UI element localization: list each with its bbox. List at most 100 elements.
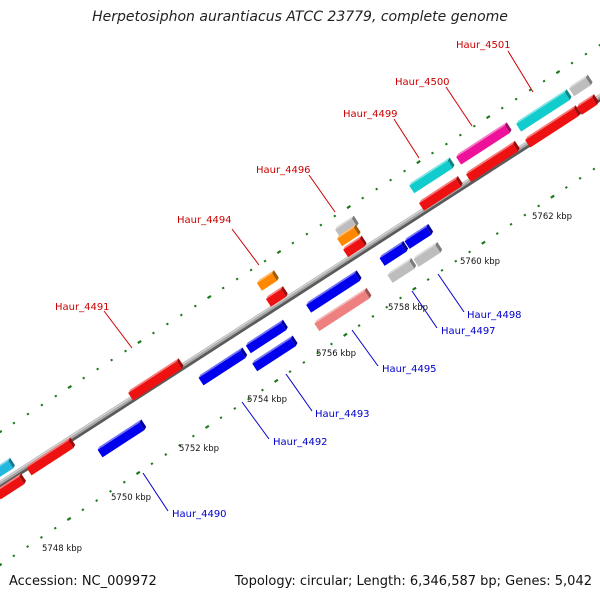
gene-features: [0, 74, 599, 500]
gene-top-face: [306, 270, 357, 305]
gene-end-face: [353, 224, 361, 236]
gene-unlabeled-cyan-edge: [0, 457, 15, 477]
tick-mark: [219, 416, 223, 420]
gene-top-face: [577, 94, 594, 108]
gene-end-face: [401, 240, 409, 252]
gene-front-face: [337, 227, 359, 247]
scale-label-3: 5754 kbp: [247, 395, 287, 405]
tick-mark: [235, 277, 239, 281]
gene-front-face: [128, 361, 182, 401]
tick-mark: [523, 213, 527, 217]
tick-mark: [584, 52, 588, 56]
tick-mark: [291, 241, 295, 245]
tick-mark: [440, 268, 444, 272]
gene-front-face: [387, 261, 415, 283]
haur-4498-label: Haur_4498: [467, 310, 522, 321]
tick-mark: [151, 331, 155, 335]
gene-top-face: [314, 287, 367, 324]
tick-mark: [204, 424, 210, 429]
tick-mark: [193, 304, 197, 308]
gene-front-face: [343, 238, 365, 258]
tick-mark: [444, 142, 448, 146]
tick-mark: [40, 403, 44, 407]
gene-top-face: [569, 74, 588, 89]
tick-mark: [550, 194, 555, 199]
gene-front-face: [516, 92, 570, 132]
tick-mark: [472, 124, 476, 128]
tick-mark: [454, 259, 458, 263]
haur-4498-leader: [437, 273, 465, 313]
tick-mark: [537, 204, 541, 208]
gene-top-face: [26, 437, 71, 468]
tick-mark: [233, 407, 237, 410]
gene-unlabeled-grey-b: [413, 241, 443, 267]
haur-4496-leader: [308, 174, 336, 213]
haur-4493-leader: [285, 373, 313, 412]
haur-4499-label: Haur_4499: [343, 109, 398, 120]
gene-top-face: [252, 335, 293, 364]
haur-4495-leader: [351, 329, 379, 367]
haur-4499-leader: [393, 118, 420, 159]
gene-end-face: [359, 235, 367, 247]
gene-top-face: [257, 270, 274, 284]
tick-mark: [578, 176, 582, 180]
tick-mark: [564, 186, 568, 189]
tick-mark: [53, 526, 57, 530]
gene-end-face: [176, 358, 184, 369]
gene-unlabeled-red-e: [525, 105, 581, 148]
tick-mark: [276, 250, 282, 255]
tick-mark: [385, 305, 389, 309]
gene-front-face: [409, 160, 453, 194]
gene-front-face: [252, 338, 296, 372]
tick-mark: [468, 250, 472, 254]
gene-haur-4494: [257, 270, 279, 291]
tick-mark: [485, 115, 491, 120]
tick-mark: [570, 61, 574, 65]
gene-front-face: [0, 476, 25, 500]
gene-front-face: [0, 460, 14, 477]
scale-label-1: 5750 kbp: [111, 493, 151, 503]
upper-tick-row: [0, 43, 600, 434]
tick-mark: [481, 240, 486, 245]
gene-front-face: [404, 227, 432, 249]
gene-end-face: [573, 105, 581, 116]
gene-end-face: [19, 473, 26, 485]
tick-mark: [54, 394, 58, 398]
gene-front-face: [413, 245, 441, 267]
gene-haur-4499: [409, 157, 455, 194]
tick-mark: [0, 562, 3, 567]
gene-haur-4491: [128, 358, 184, 401]
gene-front-face: [525, 108, 579, 148]
gene-end-face: [240, 347, 248, 359]
tick-mark: [343, 332, 348, 337]
gene-end-face: [8, 457, 15, 469]
gene-front-face: [314, 290, 370, 332]
tick-mark: [346, 205, 352, 210]
tick-mark: [206, 295, 212, 300]
tick-mark: [12, 421, 16, 425]
gene-top-face: [337, 224, 356, 239]
gene-front-face: [26, 440, 74, 476]
tick-mark: [26, 545, 30, 549]
tick-mark: [273, 378, 279, 383]
gene-top-face: [525, 105, 576, 140]
gene-unlabeled-red-f: [577, 94, 599, 115]
haur-4493-label: Haur_4493: [315, 409, 370, 420]
tick-mark: [0, 429, 3, 434]
tick-mark: [430, 151, 434, 155]
gene-end-face: [409, 257, 417, 269]
gene-top-face: [387, 257, 412, 276]
gene-top-face: [404, 223, 429, 242]
haur-4497-leader: [411, 290, 438, 329]
tick-mark: [260, 388, 264, 392]
tick-mark: [67, 385, 73, 390]
gene-end-face: [426, 223, 434, 235]
gene-unlabeled-blue-b: [306, 270, 362, 313]
tick-mark: [399, 296, 403, 300]
gene-top-face: [266, 286, 283, 300]
gene-unlabeled-left-upper: [26, 437, 76, 476]
tick-mark: [371, 314, 375, 318]
gene-front-face: [456, 125, 510, 165]
tick-mark: [26, 412, 30, 416]
gene-haur-4490: [97, 419, 147, 458]
